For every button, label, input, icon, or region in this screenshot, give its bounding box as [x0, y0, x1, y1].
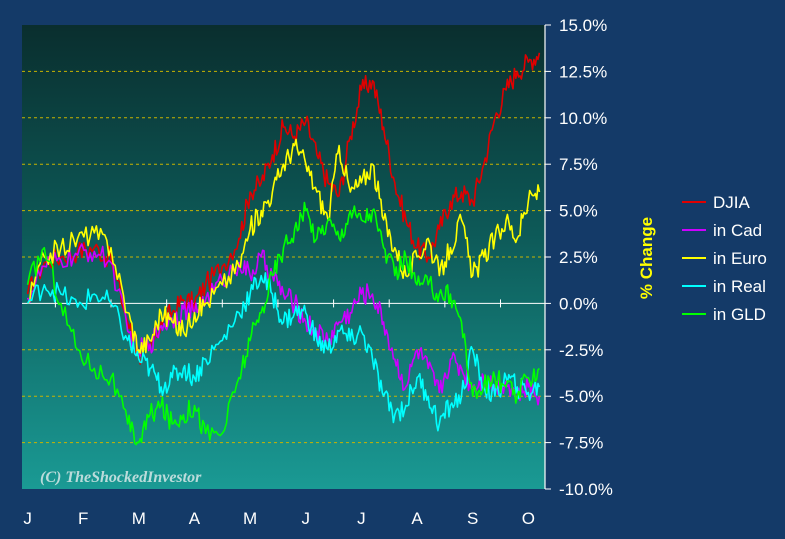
legend: DJIA in Cad in Euro in Real in GLD [682, 193, 767, 324]
x-tick-label: S [467, 509, 478, 528]
x-tick-label: M [132, 509, 146, 528]
x-tick-label: A [189, 509, 201, 528]
legend-label: in Cad [713, 221, 762, 240]
series-line-in-gld [26, 201, 540, 446]
plot-area [22, 25, 545, 489]
y-tick-label: -5.0% [559, 387, 603, 406]
legend-label: in Real [713, 277, 766, 296]
series-lines [26, 52, 541, 446]
y-tick-label: -2.5% [559, 341, 603, 360]
legend-label: in GLD [713, 305, 766, 324]
legend-label: in Euro [713, 249, 767, 268]
y-tick-label: 7.5% [559, 155, 598, 174]
watermark: (C) TheShockedInvestor [40, 469, 202, 486]
legend-label: DJIA [713, 193, 751, 212]
y-tick-label: 2.5% [559, 248, 598, 267]
y-tick-label: -10.0% [559, 480, 613, 499]
y-axis-label: % Change [637, 217, 656, 299]
y-tick-label: 0.0% [559, 294, 598, 313]
x-tick-label: J [23, 509, 32, 528]
y-tick-label: 15.0% [559, 16, 607, 35]
x-tick-label: F [78, 509, 88, 528]
y-tick-label: -7.5% [559, 434, 603, 453]
y-tick-label: 12.5% [559, 62, 607, 81]
x-tick-label: J [302, 509, 311, 528]
x-tick-label: O [522, 509, 535, 528]
series-line-in-real [26, 272, 541, 432]
x-tick-label: J [357, 509, 366, 528]
y-tick-label: 10.0% [559, 109, 607, 128]
y-axis-ticks: 15.0% 12.5% 10.0% 7.5% 5.0% 2.5% 0.0% -2.5% -5.0… [545, 16, 613, 499]
y-tick-label: 5.0% [559, 202, 598, 221]
series-line-in-euro [27, 138, 541, 356]
x-tick-label: M [243, 509, 257, 528]
x-tick-label: A [411, 509, 423, 528]
